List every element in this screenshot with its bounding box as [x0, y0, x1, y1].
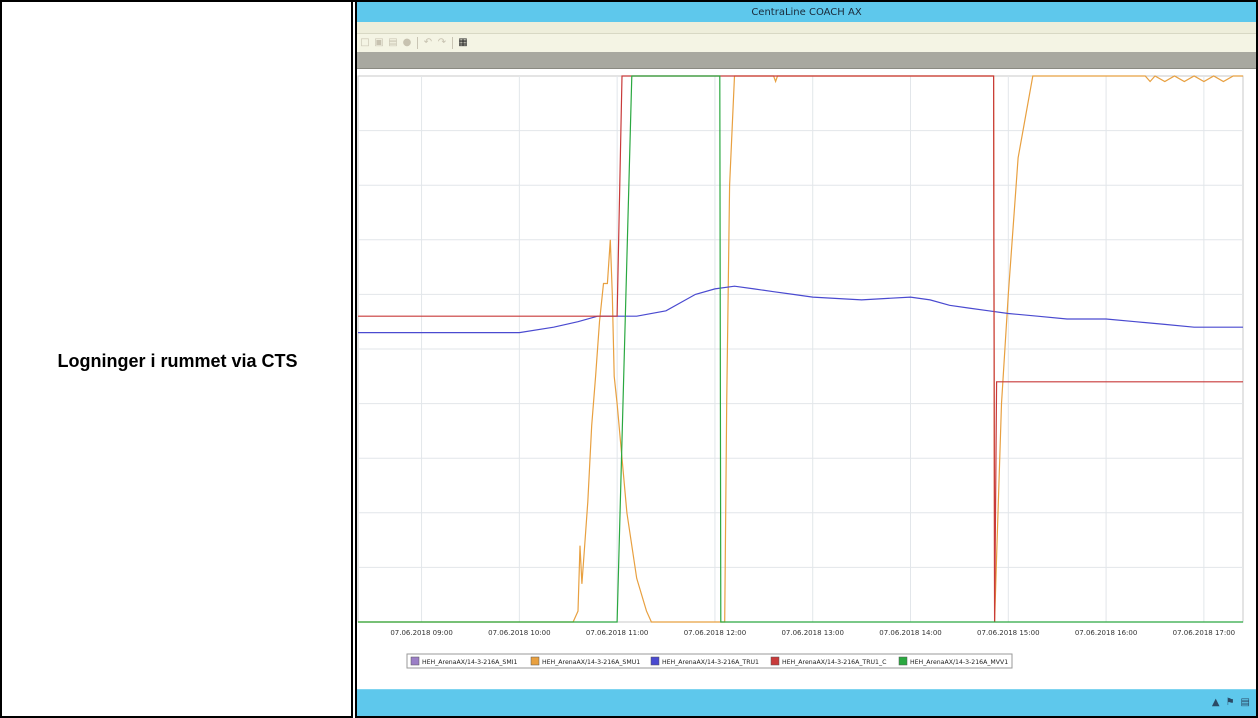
status-bar: ▲ ⚑ ▤	[357, 689, 1256, 716]
x-tick-label: 07.06.2018 14:00	[879, 629, 941, 637]
chart-x-axis: 07.06.2018 09:00 07.06.2018 10:00 07.06.20…	[390, 629, 1235, 637]
chart-grid	[357, 75, 1244, 623]
legend-swatch-3	[770, 656, 780, 666]
x-tick-label: 07.06.2018 11:00	[586, 629, 648, 637]
legend-swatch-2	[650, 656, 660, 666]
legend-swatch-0	[410, 656, 420, 666]
copy-icon[interactable]: ▣	[374, 37, 384, 48]
chart-legend: HEH_ArenaAX/14-3-216A_SMI1 HEH_ArenaAX/14…	[406, 653, 1013, 669]
flag-icon[interactable]: ⚑	[1225, 697, 1235, 708]
chart-tool-icon[interactable]: ▦	[458, 37, 468, 48]
toolbar-separator	[417, 37, 418, 49]
stop-icon[interactable]: ●	[402, 37, 412, 48]
legend-swatch-4	[898, 656, 908, 666]
legend-label-3: HEH_ArenaAX/14-3-216A_TRU1_C	[782, 659, 886, 666]
legend-box	[406, 653, 1013, 669]
toolbar: □ ▣ ▤ ● ↶ ↷ ▦	[357, 34, 1256, 52]
menu-strip	[357, 22, 1256, 34]
x-tick-label: 07.06.2018 12:00	[684, 629, 746, 637]
undo-icon[interactable]: ↶	[423, 37, 433, 48]
legend-swatch-1	[530, 656, 540, 666]
app-title: CentraLine COACH AX	[751, 6, 862, 18]
legend-label-2: HEH_ArenaAX/14-3-216A_TRU1	[662, 659, 759, 666]
new-icon[interactable]: □	[360, 37, 370, 48]
legend-label-1: HEH_ArenaAX/14-3-216A_SMU1	[542, 659, 640, 666]
series-line-4	[358, 75, 1243, 623]
tab-strip	[357, 52, 1256, 69]
arrow-up-icon[interactable]: ▲	[1211, 697, 1220, 708]
chart-series	[358, 75, 1243, 623]
x-tick-label: 07.06.2018 16:00	[1075, 629, 1137, 637]
x-tick-label: 07.06.2018 10:00	[488, 629, 550, 637]
series-line-1	[358, 75, 1243, 623]
title-bar: CentraLine COACH AX	[357, 2, 1256, 22]
legend-label-4: HEH_ArenaAX/14-3-216A_MVV1	[910, 659, 1008, 666]
x-tick-label: 07.06.2018 09:00	[390, 629, 452, 637]
paste-icon[interactable]: ▤	[388, 37, 398, 48]
toolbar-separator	[452, 37, 453, 49]
x-tick-label: 07.06.2018 17:00	[1173, 629, 1235, 637]
history-chart: 07.06.2018 09:00 07.06.2018 10:00 07.06.20…	[357, 75, 1244, 669]
x-tick-label: 07.06.2018 13:00	[781, 629, 843, 637]
chart-area: 07.06.2018 09:00 07.06.2018 10:00 07.06.20…	[357, 69, 1256, 689]
left-label: Logninger i rummet via CTS	[57, 350, 298, 371]
series-line-3	[358, 75, 1243, 623]
save-icon[interactable]: ▤	[1240, 697, 1250, 708]
left-cell: Logninger i rummet via CTS	[4, 4, 351, 718]
app-window: CentraLine COACH AX □ ▣ ▤ ● ↶ ↷ ▦ 07.06.…	[357, 2, 1256, 716]
redo-icon[interactable]: ↷	[437, 37, 447, 48]
legend-label-0: HEH_ArenaAX/14-3-216A_SMI1	[422, 659, 518, 666]
cell-divider	[351, 2, 357, 718]
x-tick-label: 07.06.2018 15:00	[977, 629, 1039, 637]
status-icons: ▲ ⚑ ▤	[1212, 697, 1250, 708]
